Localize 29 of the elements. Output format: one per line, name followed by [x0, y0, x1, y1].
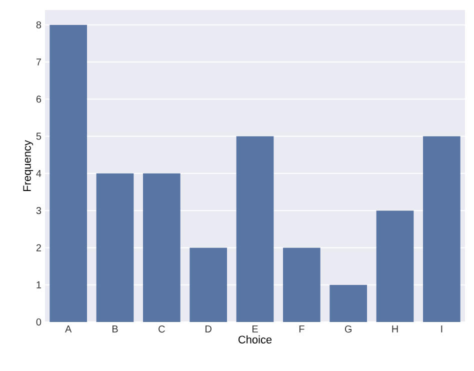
- x-tick-label: H: [392, 326, 398, 332]
- y-tick-label: 4: [36, 170, 42, 177]
- bar: [96, 173, 134, 322]
- x-tick-label: B: [112, 326, 118, 332]
- bar: [50, 24, 88, 322]
- bar: [236, 136, 274, 322]
- x-tick-label: F: [299, 326, 304, 332]
- y-tick-label: 1: [36, 281, 42, 288]
- y-tick-label: 0: [36, 318, 42, 326]
- bar: [190, 248, 228, 322]
- bar: [143, 173, 180, 322]
- y-tick-label: 3: [36, 207, 42, 214]
- y-tick-label: 5: [36, 132, 42, 140]
- bar: [283, 248, 320, 322]
- x-tick-label: G: [344, 326, 352, 333]
- y-tick-label: 6: [36, 96, 42, 103]
- y-tick-label: 2: [36, 244, 41, 252]
- x-tick-label: I: [441, 326, 442, 332]
- x-tick-label: A: [65, 326, 72, 332]
- x-tick-label: C: [158, 326, 165, 333]
- y-axis-title: Frequency: [23, 140, 34, 191]
- bar: [423, 136, 460, 322]
- bar: [376, 210, 414, 322]
- y-tick-label: 7: [36, 58, 41, 66]
- x-axis-title: Choice: [238, 335, 272, 344]
- bar: [330, 284, 368, 322]
- y-tick-label: 8: [36, 21, 42, 28]
- x-tick-label: E: [252, 326, 258, 332]
- x-tick-label: D: [206, 326, 212, 332]
